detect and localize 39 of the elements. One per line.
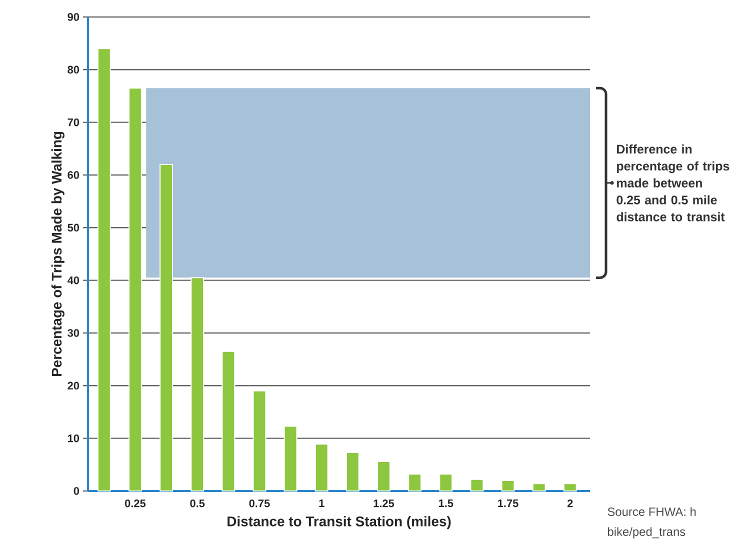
bar [252, 390, 266, 492]
x-tick-label: 0.5 [190, 500, 205, 508]
x-tick-label: 1.25 [374, 500, 394, 508]
x-tick-label: 2 [567, 500, 573, 508]
text: bike/ped_trans [608, 527, 686, 538]
bar [563, 483, 577, 492]
bar [377, 460, 390, 492]
bar [128, 88, 142, 492]
x-tick-label: 0.75 [249, 500, 270, 508]
y-tick-label: 0 [74, 487, 80, 495]
y-tick-label: 10 [68, 434, 80, 442]
y-tick-label: 60 [68, 171, 80, 179]
bar [284, 426, 298, 492]
y-axis-title: Percentage of Trips Made by Walking [51, 132, 64, 376]
bar [190, 277, 204, 492]
bar [160, 164, 174, 492]
bar [532, 483, 546, 492]
bar [97, 48, 111, 492]
y-tick-label: 30 [68, 329, 80, 337]
x-tick-label: 1.75 [498, 500, 518, 508]
bar [408, 474, 422, 492]
y-tick-label: 50 [68, 224, 80, 232]
y-tick-label: 90 [68, 13, 80, 21]
y-tick-label: 80 [68, 66, 80, 74]
x-axis-title: Distance to Transit Station (miles) [228, 516, 451, 530]
bar [501, 480, 515, 492]
band-label: Difference in percentage of trips made between 0.25 and 0.5 mile distance to transit [616, 144, 730, 222]
y-tick-label: 20 [68, 382, 80, 390]
y-tick-label: 70 [68, 118, 80, 126]
x-tick-label: 0.25 [125, 500, 146, 508]
bar [470, 478, 484, 492]
bar [439, 474, 453, 492]
bar [314, 444, 328, 492]
y-tick-label: 40 [67, 276, 80, 284]
x-tick-label: 1 [319, 500, 324, 508]
source-note: Source FHWA: h [608, 507, 696, 516]
x-tick-label: 1.5 [438, 500, 454, 508]
bar [346, 452, 360, 492]
bar [222, 350, 236, 492]
